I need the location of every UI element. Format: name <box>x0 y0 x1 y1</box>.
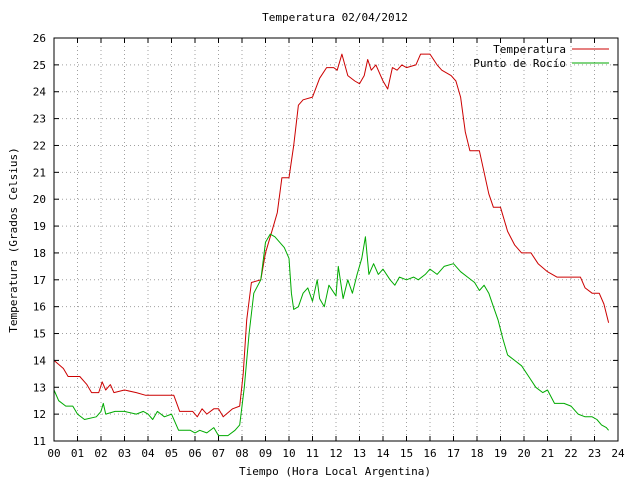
y-tick-label: 11 <box>33 435 46 448</box>
x-tick-label: 14 <box>376 447 390 460</box>
series-line-1 <box>53 53 610 418</box>
x-tick-label: 06 <box>188 447 201 460</box>
chart-title: Temperatura 02/04/2012 <box>262 11 408 24</box>
series-group <box>53 53 610 437</box>
y-tick-label: 26 <box>33 32 46 45</box>
axis-ticks: 00 01 02 03 04 05 06 07 08 09 10 11 12 13 14 15 16 17 18 19… <box>33 32 625 460</box>
x-tick-label: 04 <box>141 447 155 460</box>
x-tick-label: 22 <box>564 447 577 460</box>
x-tick-label: 11 <box>306 447 319 460</box>
y-tick-label: 19 <box>33 220 46 233</box>
x-tick-label: 08 <box>235 447 248 460</box>
y-tick-label: 14 <box>33 354 47 367</box>
x-tick-label: 01 <box>71 447 84 460</box>
y-tick-label: 12 <box>33 408 46 421</box>
x-tick-label: 16 <box>423 447 436 460</box>
legend-label: Temperatura <box>493 43 566 56</box>
y-tick-label: 17 <box>33 274 46 287</box>
y-tick-label: 18 <box>33 247 46 260</box>
y-tick-label: 20 <box>33 193 46 206</box>
x-tick-label: 09 <box>259 447 272 460</box>
x-tick-label: 00 <box>47 447 60 460</box>
x-tick-label: 03 <box>118 447 131 460</box>
series-line-2 <box>53 233 609 437</box>
x-tick-label: 02 <box>94 447 107 460</box>
y-tick-label: 23 <box>33 113 46 126</box>
y-tick-label: 13 <box>33 381 46 394</box>
y-tick-label: 25 <box>33 59 46 72</box>
y-tick-label: 15 <box>33 328 46 341</box>
x-tick-label: 21 <box>541 447 554 460</box>
x-tick-label: 12 <box>329 447 342 460</box>
y-tick-label: 24 <box>33 86 47 99</box>
x-tick-label: 13 <box>353 447 366 460</box>
y-tick-label: 21 <box>33 166 46 179</box>
x-tick-label: 07 <box>212 447 225 460</box>
x-tick-label: 10 <box>282 447 295 460</box>
x-tick-label: 23 <box>588 447 601 460</box>
x-tick-label: 18 <box>470 447 483 460</box>
y-tick-label: 22 <box>33 139 46 152</box>
y-axis-label: Temperatura (Grados Celsius) <box>7 147 20 332</box>
legend-label: Punto de Rocío <box>473 57 566 70</box>
x-axis-label: Tiempo (Hora Local Argentina) <box>239 465 431 478</box>
x-tick-label: 20 <box>517 447 530 460</box>
x-tick-label: 24 <box>611 447 625 460</box>
x-tick-label: 17 <box>447 447 460 460</box>
y-tick-label: 16 <box>33 301 46 314</box>
x-tick-label: 19 <box>494 447 507 460</box>
x-tick-label: 15 <box>400 447 413 460</box>
x-tick-label: 05 <box>165 447 178 460</box>
